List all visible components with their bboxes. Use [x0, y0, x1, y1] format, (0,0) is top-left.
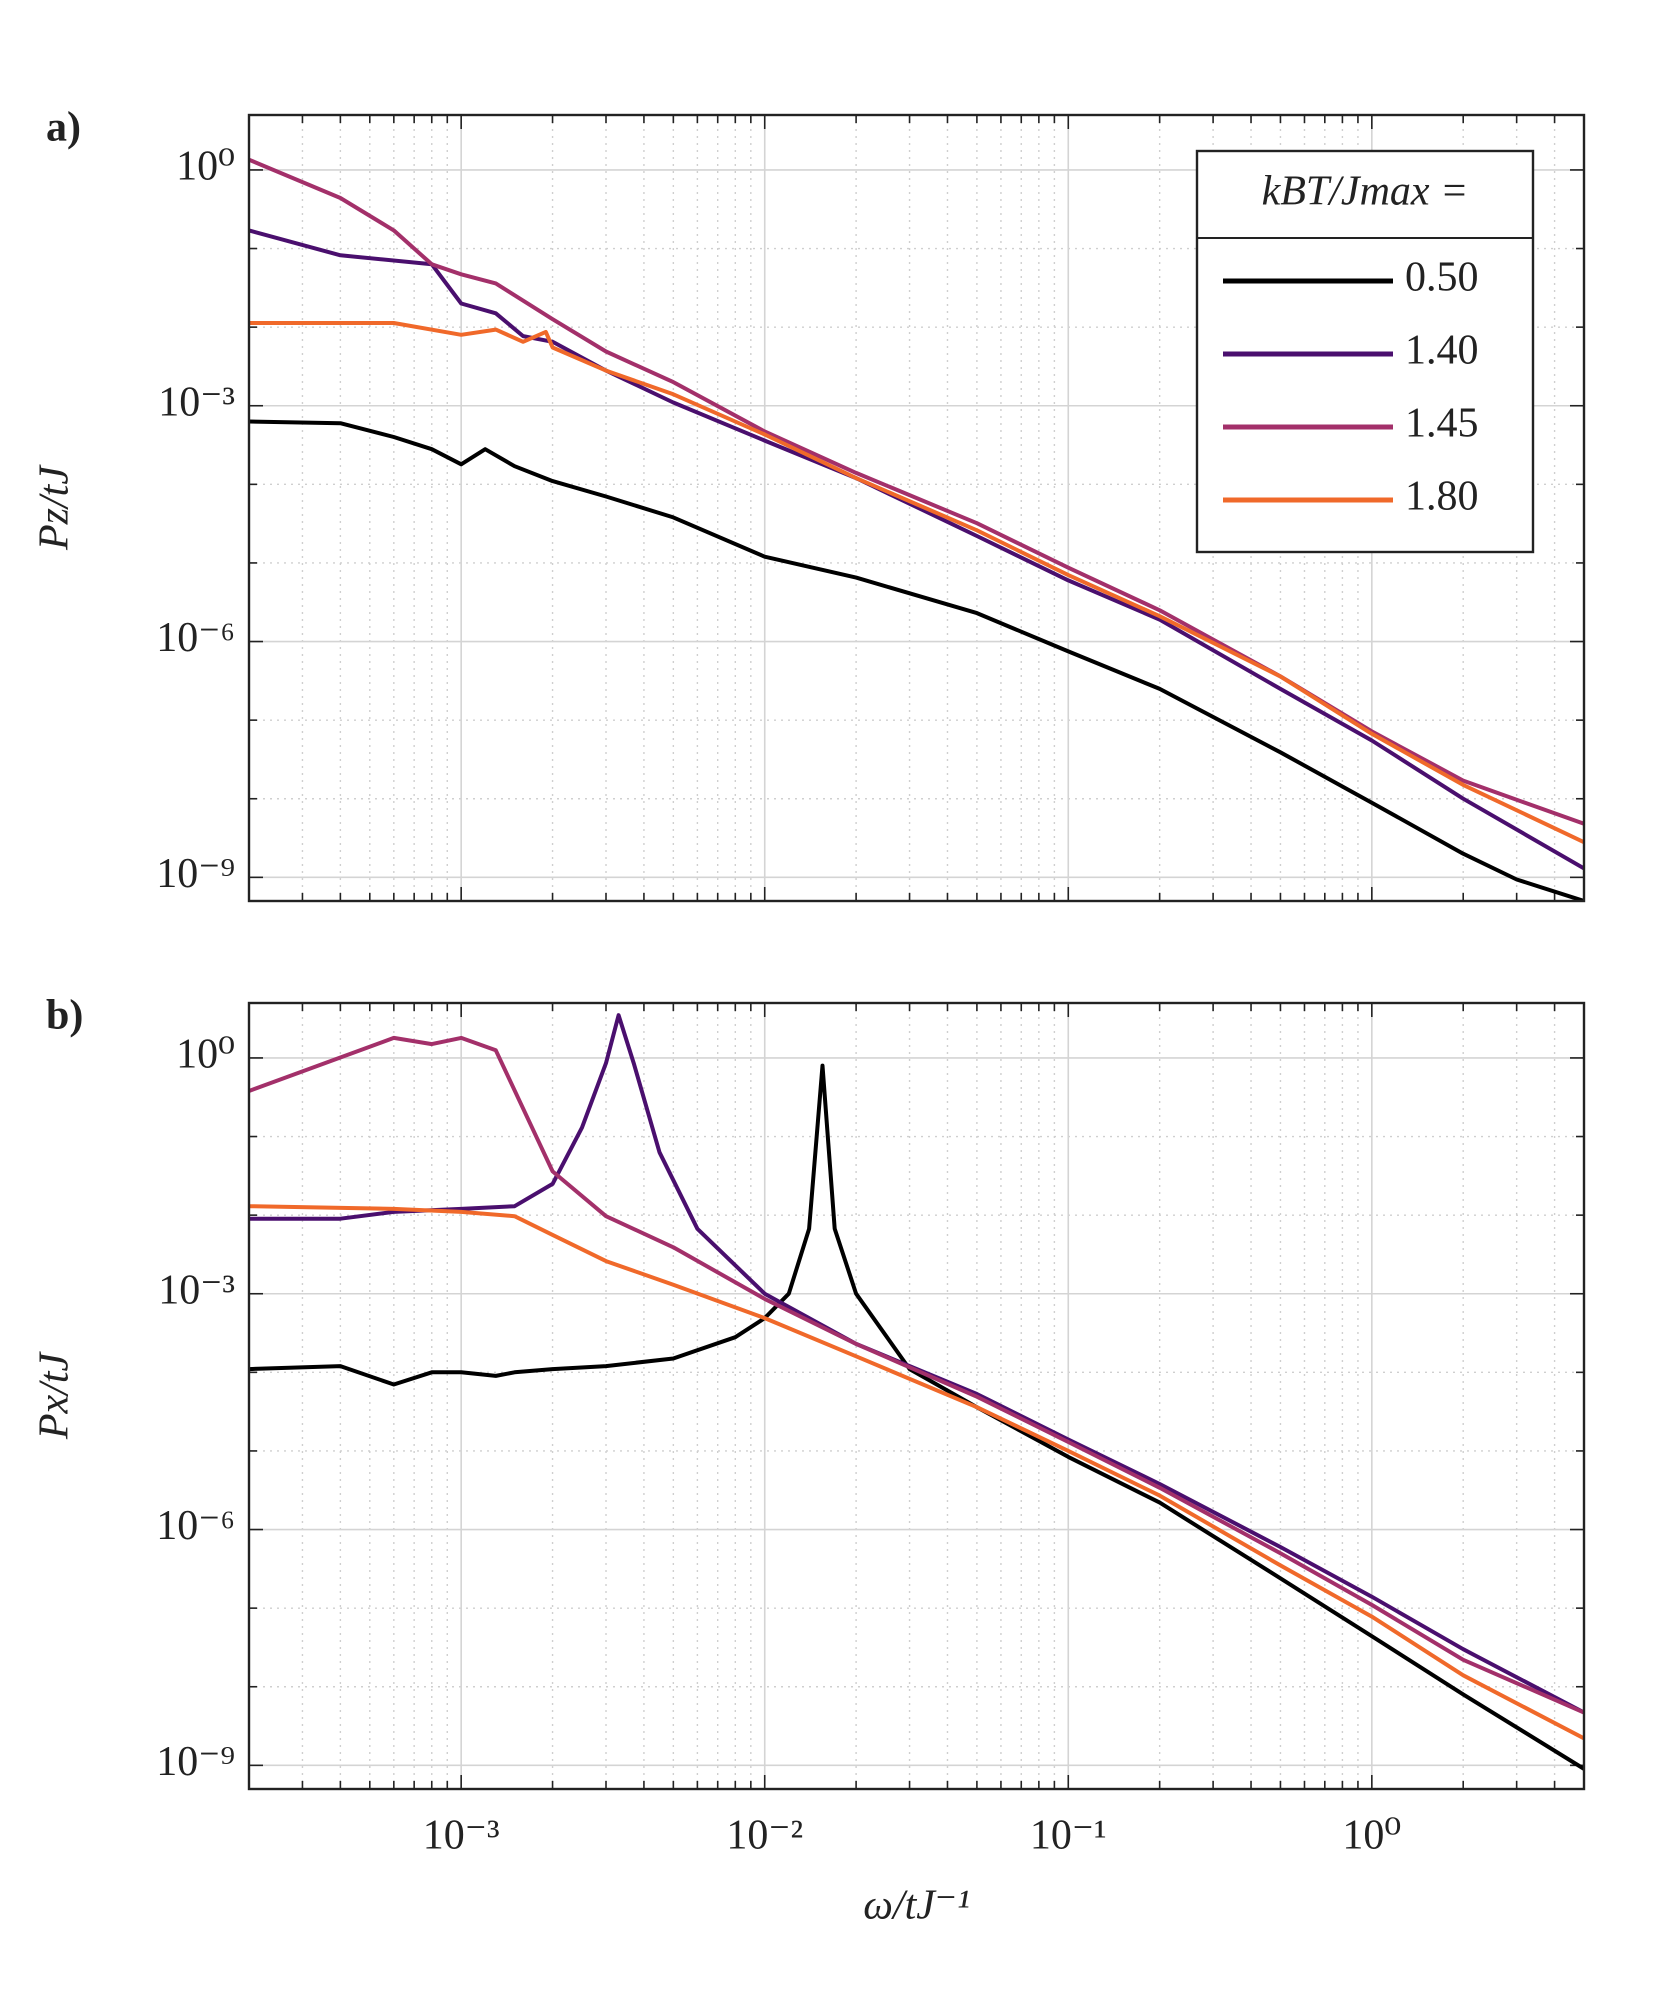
- panel-label: a): [46, 105, 81, 151]
- x-tick-label: 10⁻²: [726, 1813, 803, 1859]
- y-tick-label: 10⁻⁹: [156, 851, 235, 897]
- series-line: [249, 228, 1584, 871]
- plot-area: [249, 157, 1584, 901]
- y-axis-label: Pz/tJ: [32, 464, 78, 551]
- legend-label: 1.45: [1405, 401, 1479, 447]
- y-tick-label: 10⁰: [176, 1032, 235, 1078]
- legend-title: kBT/Jmax =: [1262, 169, 1469, 215]
- series-line: [249, 1035, 1584, 1715]
- series-line: [249, 321, 1584, 845]
- x-tick-label: 10⁻³: [423, 1813, 500, 1859]
- series-line: [249, 1013, 1584, 1715]
- panel-label: b): [46, 993, 83, 1039]
- y-tick-label: 10⁻⁶: [156, 1503, 235, 1549]
- legend-label: 0.50: [1405, 255, 1479, 301]
- y-tick-label: 10⁰: [176, 144, 235, 190]
- x-axis-label: ω/tJ⁻¹: [863, 1883, 969, 1929]
- legend-label: 1.40: [1405, 328, 1479, 374]
- axes-frame: [247, 113, 1586, 903]
- y-axis-label: Px/tJ: [32, 1351, 78, 1441]
- x-tick-label: 10⁻¹: [1030, 1813, 1107, 1859]
- series-line: [249, 419, 1584, 901]
- series-line: [249, 1063, 1584, 1771]
- x-tick-label: 10⁰: [1342, 1813, 1401, 1859]
- series-line: [249, 1204, 1584, 1741]
- legend-label: 1.80: [1405, 474, 1479, 520]
- y-tick-label: 10⁻⁹: [156, 1739, 235, 1785]
- y-tick-label: 10⁻³: [158, 379, 235, 425]
- y-tick-label: 10⁻⁶: [156, 615, 235, 661]
- axes-frame: [247, 1001, 1586, 1791]
- y-tick-label: 10⁻³: [158, 1267, 235, 1313]
- plot-area: [249, 1013, 1584, 1771]
